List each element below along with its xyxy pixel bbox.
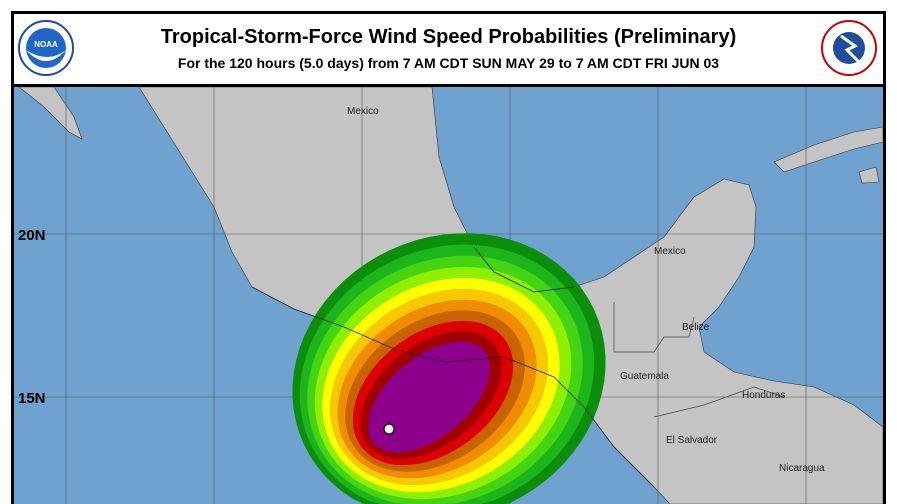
lat-label-15n: 15N	[18, 390, 46, 407]
map-title: Tropical-Storm-Force Wind Speed Probabil…	[160, 26, 737, 48]
probability-map[interactable]: 20N 15N Mexico Mexico Belize Guatemala H…	[14, 84, 883, 504]
header: NOAA Tropical-Storm-Force Wind Speed Pro…	[14, 14, 883, 81]
country-label-honduras: Honduras	[742, 390, 785, 401]
land-cuba	[773, 126, 883, 173]
svg-text:NOAA: NOAA	[34, 40, 58, 49]
gulf-coastline	[473, 246, 575, 293]
storm-position-marker[interactable]	[383, 423, 395, 435]
border-guatemala	[613, 302, 695, 353]
lat-label-20n: 20N	[18, 227, 46, 244]
land-island	[858, 166, 880, 184]
map-subtitle: For the 120 hours (5.0 days) from 7 AM C…	[177, 55, 720, 71]
country-label-mexico-north: Mexico	[347, 106, 379, 117]
noaa-logo: NOAA	[18, 20, 74, 76]
country-label-nicaragua: Nicaragua	[779, 463, 825, 474]
country-label-mexico-yucatan: Mexico	[654, 246, 686, 257]
probability-band-10	[368, 341, 490, 453]
nws-logo	[821, 20, 877, 76]
probability-bands	[292, 233, 606, 504]
border-honduras	[653, 386, 785, 418]
country-label-guatemala: Guatemala	[620, 371, 669, 382]
country-label-el-salvador: El Salvador	[666, 435, 718, 446]
country-label-belize: Belize	[682, 322, 710, 333]
pacific-coastline	[251, 286, 655, 488]
map-canvas: 20N 15N Mexico Mexico Belize Guatemala H…	[14, 87, 883, 504]
